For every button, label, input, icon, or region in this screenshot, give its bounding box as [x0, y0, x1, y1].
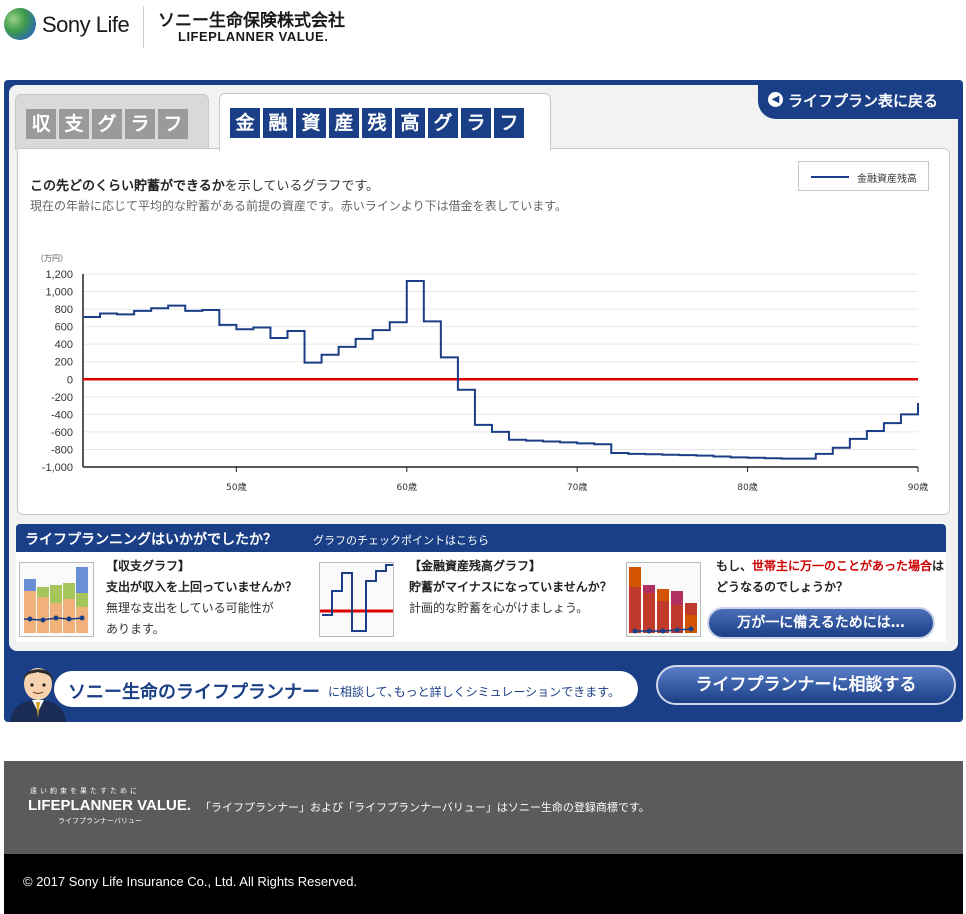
header-divider — [143, 6, 144, 48]
legend-swatch — [811, 176, 849, 178]
advice-item-3-post: は — [932, 559, 945, 573]
advice-item-3-pre: もし、 — [716, 559, 753, 573]
x-tick-label: 60歳 — [397, 481, 417, 493]
tab-char: フ — [494, 108, 524, 138]
advice-item-2-bracket: 【金融資産残高グラフ】 — [409, 559, 542, 573]
back-arrow-icon: ◀ — [768, 92, 783, 107]
chart-description-note: 現在の年齢に応じて平均的な貯蓄がある前提の資産です。赤いラインより下は借金を表し… — [30, 199, 568, 213]
y-tick-label: 1,000 — [45, 287, 73, 299]
y-tick-label: -800 — [51, 444, 73, 456]
tab-char: グ — [92, 109, 122, 139]
back-to-lifeplan-button[interactable]: ◀ ライフプラン表に戻る — [758, 80, 963, 119]
y-tick-label: -400 — [51, 409, 73, 421]
x-tick-label: 50歳 — [226, 481, 246, 493]
income-expense-thumbnail — [19, 562, 94, 637]
chart-description: この先どのくらい貯蓄ができるかを示しているグラフです。 — [30, 175, 379, 194]
y-tick-label: -200 — [51, 392, 73, 404]
tab-char: ラ — [461, 108, 491, 138]
chart-description-rest: を示しているグラフです。 — [224, 179, 380, 194]
advice-item-2-body1: 計画的な貯蓄を心がけましょう。 — [409, 601, 589, 615]
copyright-text: © 2017 Sony Life Insurance Co., Ltd. All… — [23, 874, 358, 889]
graph-area: 収 支 グ ラ フ 金 融 資 産 残 高 グ ラ フ この先どのくらい貯蓄がで… — [9, 85, 958, 651]
lifeplanner-avatar — [10, 668, 66, 722]
y-unit-label: （万円） — [36, 254, 68, 263]
tab-income-expense-graph[interactable]: 収 支 グ ラ フ — [15, 94, 209, 150]
advice-item-emergency: もし、世帯主に万一のことがあった場合は どうなるのでしょうか？ — [716, 556, 944, 598]
tab-char: フ — [158, 109, 188, 139]
chart-card: この先どのくらい貯蓄ができるかを示しているグラフです。 現在の年齢に応じて平均的… — [17, 148, 950, 515]
advice-title: ライフプランニングはいかがでしたか？ — [25, 532, 277, 548]
advice-item-2-heading: 貯蓄がマイナスになっていませんか？ — [409, 580, 612, 594]
emergency-thumbnail — [626, 562, 701, 637]
advice-item-1-body1: 無理な支出をしている可能性が — [106, 601, 274, 615]
y-tick-label: -600 — [51, 427, 73, 439]
footer: 遠い約束を果たすために LIFEPLANNER VALUE. ライフプランナーバ… — [4, 761, 963, 854]
advice-item-3-line2: どうなるのでしょうか？ — [716, 580, 849, 594]
advice-item-asset-balance: 【金融資産残高グラフ】 貯蓄がマイナスになっていませんか？ 計画的な貯蓄を心がけ… — [409, 556, 612, 619]
legend-label: 金融資産残高 — [857, 174, 917, 185]
sony-life-logo-icon[interactable] — [4, 8, 36, 40]
site-header: Sony Life ソニー生命保険株式会社 LIFEPLANNER VALUE. — [0, 0, 966, 60]
advice-item-1-body2: あります。 — [106, 622, 165, 636]
advice-header: ライフプランニングはいかがでしたか？ グラフのチェックポイントはこちら — [16, 524, 946, 552]
tab-income-expense-label: 収 支 グ ラ フ — [26, 109, 188, 139]
advice-item-3-line1: もし、世帯主に万一のことがあった場合は — [716, 556, 944, 577]
tab-char: 融 — [263, 108, 293, 138]
tab-char: 収 — [26, 109, 56, 139]
y-tick-label: 0 — [67, 374, 73, 386]
tab-char: 残 — [362, 108, 392, 138]
trademark-note: 「ライフプランナー」および「ライフプランナーバリュー」はソニー生命の登録商標です… — [200, 801, 650, 814]
lifeplanner-promo: ソニー生命のライフプランナー に相談して､もっと詳しくシミュレーションできます。 — [54, 671, 638, 707]
tab-char: ラ — [125, 109, 155, 139]
tab-char: 高 — [395, 108, 425, 138]
x-tick-label: 80歳 — [737, 481, 757, 493]
brand-name[interactable]: Sony Life — [42, 12, 130, 37]
y-tick-label: 800 — [55, 304, 73, 316]
y-tick-label: 1,200 — [45, 269, 73, 281]
tab-char: 金 — [230, 108, 260, 138]
footer-logo-sub: ライフプランナーバリュー — [58, 817, 142, 825]
y-tick-label: 600 — [55, 322, 73, 334]
y-tick-label: 400 — [55, 339, 73, 351]
x-tick-label: 90歳 — [908, 481, 928, 493]
tab-char: 資 — [296, 108, 326, 138]
y-tick-label: 200 — [55, 357, 73, 369]
y-tick-label: -1,000 — [42, 462, 73, 474]
consult-lifeplanner-button[interactable]: ライフプランナーに相談する — [656, 665, 956, 705]
advice-item-1-bracket: 【収支グラフ】 — [106, 559, 191, 573]
advice-item-income-expense: 【収支グラフ】 支出が収入を上回っていませんか？ 無理な支出をしている可能性が … — [106, 556, 297, 640]
prepare-for-emergency-button[interactable]: 万が一に備えるためには… — [707, 607, 935, 639]
tab-financial-assets-graph[interactable]: 金 融 資 産 残 高 グ ラ フ — [219, 93, 551, 151]
back-button-label: ライフプラン表に戻る — [788, 92, 939, 110]
advice-subtitle: グラフのチェックポイントはこちら — [313, 534, 489, 547]
copyright-bar: © 2017 Sony Life Insurance Co., Ltd. All… — [4, 854, 963, 914]
promo-rest-text: に相談して､もっと詳しくシミュレーションできます。 — [328, 685, 620, 699]
x-tick-label: 70歳 — [567, 481, 587, 493]
tab-financial-assets-label: 金 融 資 産 残 高 グ ラ フ — [230, 108, 524, 138]
footer-logo[interactable]: LIFEPLANNER VALUE. — [28, 797, 192, 814]
tab-char: 産 — [329, 108, 359, 138]
asset-balance-chart: （万円） 1,200 1,000 800 600 400 200 0 -200 -400 -600 -… — [36, 254, 928, 493]
simulation-panel: 収 支 グ ラ フ 金 融 資 産 残 高 グ ラ フ この先どのくらい貯蓄がで… — [4, 80, 963, 722]
chart-legend: 金融資産残高 — [798, 161, 929, 191]
series-line-asset-balance — [83, 280, 919, 460]
tab-char: グ — [428, 108, 458, 138]
chart-description-strong: この先どのくらい貯蓄ができるか — [30, 179, 225, 194]
advice-item-1-heading: 支出が収入を上回っていませんか？ — [106, 580, 298, 594]
tab-char: 支 — [59, 109, 89, 139]
company-tagline: LIFEPLANNER VALUE. — [178, 29, 329, 44]
company-name: ソニー生命保険株式会社 — [158, 11, 345, 31]
asset-balance-thumbnail — [319, 562, 394, 637]
footer-tagline: 遠い約束を果たすために — [30, 787, 140, 795]
advice-item-3-red: 世帯主に万一のことがあった場合 — [752, 559, 933, 573]
promo-strong-text: ソニー生命のライフプランナー — [68, 682, 320, 703]
